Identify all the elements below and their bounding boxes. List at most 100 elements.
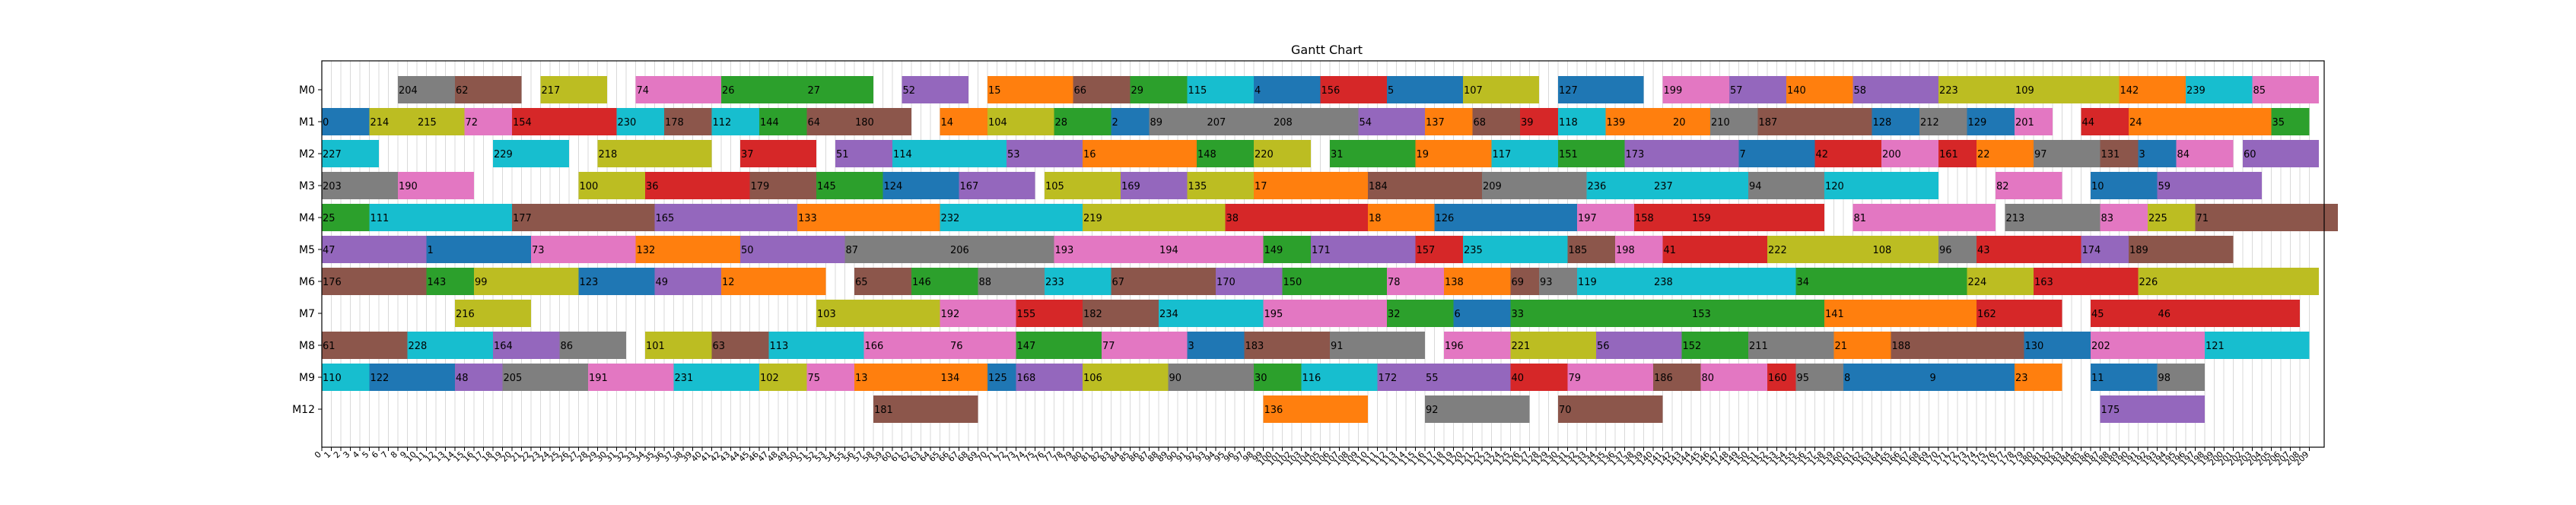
task-label: 9 <box>1930 373 1936 384</box>
task-label: 61 <box>323 341 336 352</box>
task-label: 225 <box>2148 213 2167 224</box>
task-label: 221 <box>1512 341 1531 352</box>
task-label: 161 <box>1939 149 1958 160</box>
task-bar <box>1358 108 1425 135</box>
task-bar <box>987 76 1073 103</box>
task-bar <box>1301 364 1378 391</box>
y-tick-label: M2 <box>299 148 315 160</box>
task-bar <box>1130 76 1188 103</box>
task-bar <box>1814 140 1881 167</box>
task-label: 117 <box>1493 149 1512 160</box>
task-label: 81 <box>1854 213 1867 224</box>
task-bar <box>1206 108 1273 135</box>
task-bar <box>1083 300 1159 327</box>
task-label: 150 <box>1283 277 1302 288</box>
task-bar <box>2081 236 2129 263</box>
task-bar <box>2091 332 2205 359</box>
task-label: 200 <box>1882 149 1901 160</box>
task-label: 98 <box>2158 373 2171 384</box>
task-label: 4 <box>1255 85 1261 97</box>
task-bar <box>759 364 807 391</box>
task-label: 228 <box>409 341 428 352</box>
task-label: 1 <box>428 245 434 256</box>
task-bar <box>512 204 655 231</box>
task-label: 154 <box>513 117 532 129</box>
task-label: 75 <box>808 373 821 384</box>
task-bar <box>1624 140 1739 167</box>
task-label: 236 <box>1588 181 1607 192</box>
task-label: 139 <box>1607 117 1626 129</box>
task-bar <box>1738 140 1815 167</box>
task-label: 38 <box>1226 213 1239 224</box>
task-label: 3 <box>1188 341 1194 352</box>
task-bar <box>854 364 940 391</box>
task-bar <box>1596 332 1682 359</box>
task-bar <box>816 172 883 199</box>
task-label: 186 <box>1654 373 1673 384</box>
task-label: 120 <box>1825 181 1844 192</box>
task-bar <box>987 108 1054 135</box>
task-label: 216 <box>456 309 475 320</box>
y-tick-label: M12 <box>292 404 315 416</box>
task-label: 206 <box>950 245 969 256</box>
task-label: 35 <box>2272 117 2285 129</box>
task-label: 198 <box>1616 245 1635 256</box>
task-bar <box>1111 108 1150 135</box>
task-label: 25 <box>323 213 336 224</box>
task-label: 147 <box>1017 341 1036 352</box>
task-bar <box>721 76 807 103</box>
task-bar <box>2186 76 2253 103</box>
task-bar <box>2119 76 2186 103</box>
task-label: 233 <box>1045 277 1064 288</box>
task-label: 47 <box>323 245 336 256</box>
task-label: 125 <box>988 373 1007 384</box>
task-label: 40 <box>1512 373 1525 384</box>
task-label: 109 <box>2015 85 2034 97</box>
task-label: 142 <box>2120 85 2139 97</box>
y-tick-label: M5 <box>299 244 315 256</box>
task-label: 143 <box>428 277 447 288</box>
task-bar <box>559 332 626 359</box>
task-bar <box>1510 300 1691 327</box>
task-bar <box>873 395 978 423</box>
task-bar <box>322 172 398 199</box>
task-label: 20 <box>1673 117 1686 129</box>
task-bar <box>645 332 712 359</box>
task-bar <box>1444 268 1511 295</box>
task-label: 10 <box>2091 181 2104 192</box>
task-label: 66 <box>1074 85 1087 97</box>
task-label: 171 <box>1312 245 1331 256</box>
task-bar <box>949 332 1016 359</box>
task-label: 168 <box>1017 373 1036 384</box>
task-label: 214 <box>370 117 390 129</box>
task-label: 70 <box>1559 405 1572 416</box>
task-label: 133 <box>798 213 817 224</box>
task-bar <box>1577 268 1653 295</box>
task-label: 49 <box>656 277 669 288</box>
task-label: 158 <box>1635 213 1654 224</box>
task-label: 34 <box>1797 277 1810 288</box>
task-bar <box>711 108 759 135</box>
task-label: 204 <box>399 85 418 97</box>
task-bar <box>2129 108 2272 135</box>
task-bar <box>1691 300 1824 327</box>
task-bar <box>1073 76 1131 103</box>
task-label: 123 <box>580 277 599 288</box>
task-label: 86 <box>561 341 574 352</box>
task-bar <box>1054 236 1159 263</box>
task-label: 188 <box>1892 341 1911 352</box>
task-label: 36 <box>646 181 659 192</box>
x-tick-label: 6 <box>370 449 380 460</box>
task-label: 124 <box>884 181 903 192</box>
task-bar <box>1567 364 1653 391</box>
task-bar <box>987 364 1016 391</box>
task-label: 195 <box>1264 309 1283 320</box>
task-label: 189 <box>2129 245 2148 256</box>
task-label: 215 <box>418 117 437 129</box>
task-label: 6 <box>1455 309 1461 320</box>
task-label: 166 <box>865 341 884 352</box>
x-tick-label: 8 <box>389 449 399 460</box>
task-label: 56 <box>1597 341 1610 352</box>
task-bar <box>1045 172 1121 199</box>
task-bar <box>1387 268 1444 295</box>
